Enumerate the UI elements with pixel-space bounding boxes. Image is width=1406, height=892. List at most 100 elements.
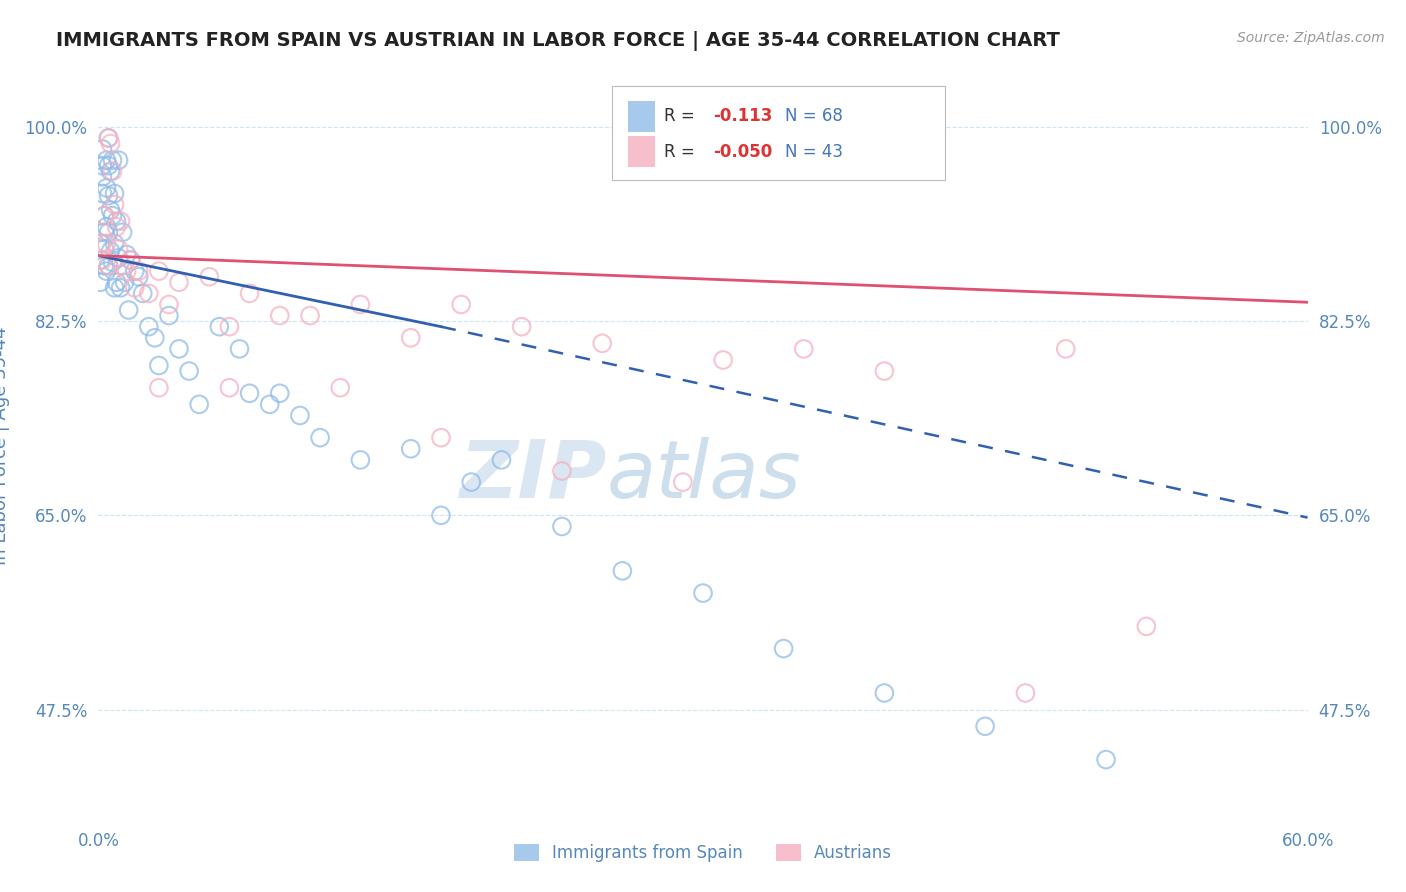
Point — [110, 281, 132, 295]
Point — [711, 353, 734, 368]
Point — [124, 264, 146, 278]
Point — [105, 219, 128, 234]
Point — [97, 131, 120, 145]
Text: N = 43: N = 43 — [785, 143, 844, 161]
Point — [1095, 753, 1118, 767]
Point — [208, 319, 231, 334]
Point — [692, 586, 714, 600]
Point — [120, 253, 142, 268]
Point — [974, 719, 997, 733]
Point — [97, 225, 120, 239]
Point — [103, 281, 125, 295]
Point — [128, 269, 150, 284]
Point — [157, 297, 180, 311]
Point — [100, 164, 122, 178]
FancyBboxPatch shape — [628, 101, 655, 132]
Point — [124, 281, 146, 295]
Text: atlas: atlas — [606, 437, 801, 515]
Point — [157, 309, 180, 323]
Text: Source: ZipAtlas.com: Source: ZipAtlas.com — [1237, 31, 1385, 45]
Point — [96, 219, 118, 234]
Text: N = 68: N = 68 — [785, 107, 844, 125]
Point — [167, 275, 190, 289]
Point — [430, 431, 453, 445]
Point — [101, 153, 124, 168]
Point — [97, 259, 120, 273]
Point — [793, 342, 815, 356]
Point — [91, 142, 114, 156]
Point — [138, 319, 160, 334]
Point — [228, 342, 250, 356]
Text: R =: R = — [664, 143, 700, 161]
FancyBboxPatch shape — [613, 87, 945, 180]
Point — [198, 269, 221, 284]
Point — [239, 286, 262, 301]
Point — [101, 209, 124, 223]
Point — [188, 397, 211, 411]
Point — [105, 214, 128, 228]
Point — [143, 331, 166, 345]
Point — [111, 259, 134, 273]
Point — [107, 153, 129, 168]
Point — [89, 236, 111, 251]
Point — [97, 131, 120, 145]
Point — [93, 259, 115, 273]
Point — [89, 236, 111, 251]
Point — [115, 264, 138, 278]
Point — [96, 264, 118, 278]
Point — [115, 247, 138, 261]
Point — [89, 275, 111, 289]
Point — [179, 364, 201, 378]
Point — [309, 431, 332, 445]
Point — [105, 275, 128, 289]
Point — [329, 381, 352, 395]
Point — [91, 159, 114, 173]
Point — [259, 397, 281, 411]
Point — [101, 255, 124, 269]
Point — [450, 297, 472, 311]
Point — [551, 464, 574, 478]
Point — [772, 641, 794, 656]
Point — [148, 381, 170, 395]
Point — [349, 453, 371, 467]
Point — [269, 386, 291, 401]
Point — [510, 319, 533, 334]
Point — [100, 203, 122, 218]
Point — [148, 264, 170, 278]
Point — [672, 475, 695, 489]
Point — [107, 251, 129, 265]
Point — [100, 136, 122, 151]
Point — [114, 275, 136, 289]
Legend: Immigrants from Spain, Austrians: Immigrants from Spain, Austrians — [508, 837, 898, 869]
Point — [218, 319, 240, 334]
Point — [288, 409, 311, 423]
Point — [93, 209, 115, 223]
Point — [551, 519, 574, 533]
Point — [107, 242, 129, 256]
Text: ZIP: ZIP — [458, 437, 606, 515]
FancyBboxPatch shape — [628, 136, 655, 168]
Point — [1014, 686, 1036, 700]
Point — [299, 309, 322, 323]
Point — [93, 209, 115, 223]
Point — [89, 253, 111, 268]
Text: -0.113: -0.113 — [713, 107, 772, 125]
Point — [93, 242, 115, 256]
Point — [111, 225, 134, 239]
Point — [138, 286, 160, 301]
Point — [399, 442, 422, 456]
Point — [491, 453, 513, 467]
Y-axis label: In Labor Force | Age 35-44: In Labor Force | Age 35-44 — [0, 326, 10, 566]
Point — [269, 309, 291, 323]
Point — [399, 331, 422, 345]
Point — [101, 164, 124, 178]
Point — [93, 225, 115, 239]
Point — [591, 336, 613, 351]
Point — [96, 153, 118, 168]
Point — [218, 381, 240, 395]
Point — [120, 253, 142, 268]
Point — [103, 236, 125, 251]
Point — [1135, 619, 1157, 633]
Point — [91, 186, 114, 201]
Point — [132, 286, 155, 301]
